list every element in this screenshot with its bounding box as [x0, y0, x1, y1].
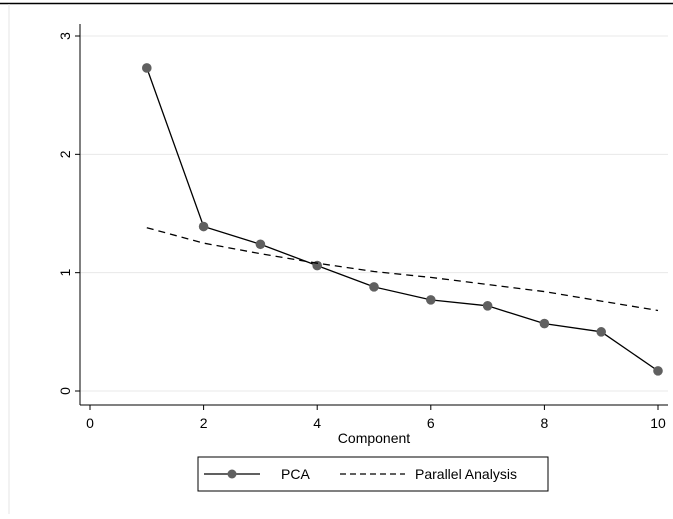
point-pca-7: [482, 301, 493, 311]
point-pca-8: [539, 318, 550, 329]
point-pca-10: [653, 366, 663, 376]
y-tick-label-3: 3: [57, 32, 73, 40]
series-layer: [142, 63, 663, 376]
point-pca-3: [255, 239, 266, 250]
x-axis-ticks: 0 2 4 6 8 10: [86, 405, 666, 431]
point-pca-6: [426, 295, 436, 305]
legend-label-pca: PCA: [281, 466, 310, 482]
axes: [79, 24, 668, 406]
x-tick-label-1: 2: [200, 415, 208, 431]
y-tick-label-2: 2: [57, 150, 73, 158]
legend-label-parallel-analysis: Parallel Analysis: [415, 466, 517, 482]
x-tick-label-5: 10: [650, 415, 666, 431]
y-tick-label-1: 1: [57, 269, 73, 277]
legend-marker-pca: [227, 469, 237, 479]
point-pca-9: [596, 327, 606, 337]
point-pca-1: [142, 63, 152, 73]
point-pca-2: [198, 221, 209, 232]
series-line-pca: [146, 67, 659, 372]
series-line-parallel-analysis: [146, 227, 659, 312]
legend: PCA Parallel Analysis: [197, 456, 549, 492]
y-tick-label-0: 0: [57, 387, 73, 395]
x-axis-label: Component: [338, 430, 410, 446]
y-axis-ticks: 0 1 2 3: [57, 32, 80, 395]
x-tick-label-4: 8: [541, 415, 549, 431]
x-tick-label-0: 0: [86, 415, 94, 431]
point-pca-5: [369, 282, 379, 292]
x-tick-label-2: 4: [313, 415, 321, 431]
x-tick-label-3: 6: [427, 415, 435, 431]
